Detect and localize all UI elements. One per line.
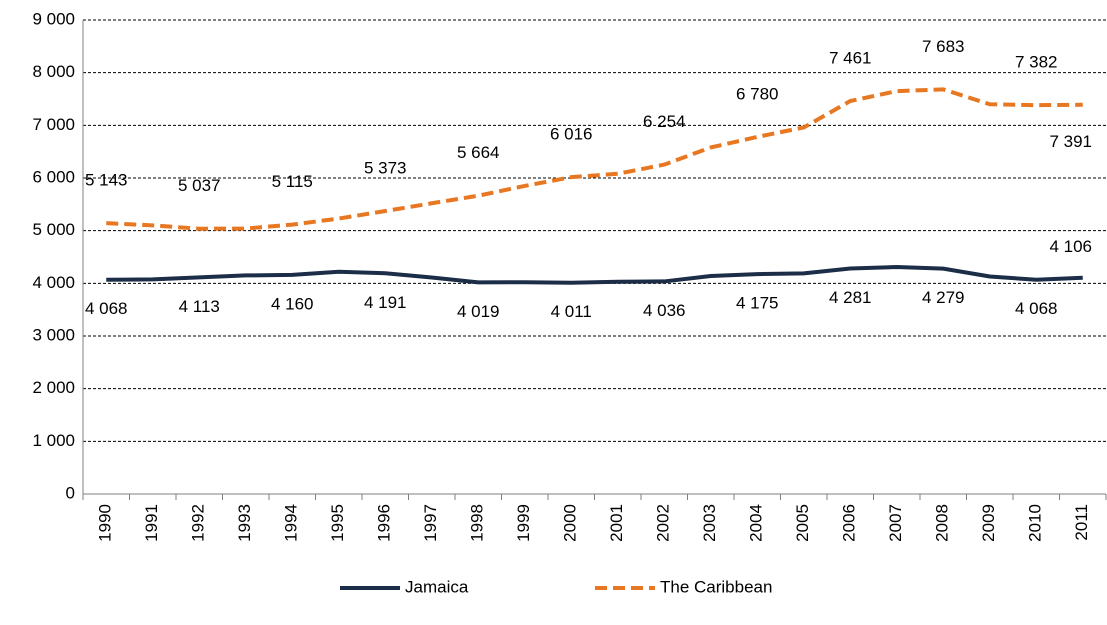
data-label: 6 016 [550, 125, 593, 144]
data-label: 5 664 [457, 143, 500, 162]
data-label: 5 373 [364, 159, 407, 178]
x-tick-label: 2009 [979, 504, 998, 542]
line-series [106, 87, 1083, 231]
x-tick-label: 1991 [142, 504, 161, 542]
data-label: 5 037 [178, 176, 221, 195]
x-tick-label: 1994 [282, 504, 301, 542]
data-label: 4 068 [1015, 299, 1058, 318]
legend-label: Jamaica [405, 577, 469, 596]
data-label: 4 068 [85, 299, 128, 318]
data-label: 5 115 [272, 172, 313, 191]
data-label: 4 175 [736, 294, 779, 313]
x-tick-label: 1998 [468, 504, 487, 542]
data-label: 7 683 [922, 37, 965, 56]
y-tick-label: 1 000 [32, 431, 75, 450]
y-tick-label: 6 000 [32, 167, 75, 186]
data-label: 4 011 [551, 302, 592, 321]
data-label: 5 143 [85, 171, 128, 190]
data-label: 4 106 [1049, 237, 1092, 256]
y-tick-label: 8 000 [32, 62, 75, 81]
y-tick-label: 4 000 [32, 273, 75, 292]
x-tick-label: 2000 [561, 504, 580, 542]
x-tick-label: 1990 [96, 504, 115, 542]
data-label: 7 382 [1015, 53, 1058, 72]
y-tick-label: 9 000 [32, 9, 75, 28]
x-tick-label: 2010 [1026, 504, 1045, 542]
x-tick-label: 2008 [933, 504, 952, 542]
y-tick-label: 3 000 [32, 325, 75, 344]
x-tick-label: 1997 [421, 504, 440, 542]
x-tick-label: 1992 [189, 504, 208, 542]
x-tick-label: 2005 [793, 504, 812, 542]
x-tick-label: 2003 [700, 504, 719, 542]
y-tick-label: 2 000 [32, 378, 75, 397]
data-label: 4 281 [829, 288, 872, 307]
x-tick-label: 2004 [747, 504, 766, 542]
legend-label: The Caribbean [660, 577, 772, 596]
data-label: 6 254 [643, 112, 686, 131]
data-label: 4 191 [364, 293, 407, 312]
y-tick-label: 5 000 [32, 220, 75, 239]
y-tick-label: 0 [66, 483, 75, 502]
y-tick-label: 7 000 [32, 115, 75, 134]
x-tick-label: 2002 [654, 504, 673, 542]
x-tick-label: 2011 [1072, 504, 1091, 541]
data-label: 7 461 [829, 49, 872, 68]
x-tick-label: 1993 [235, 504, 254, 542]
data-label: 4 160 [271, 294, 314, 313]
data-label: 4 113 [179, 297, 220, 316]
x-tick-label: 1999 [514, 504, 533, 542]
x-tick-label: 2001 [607, 504, 626, 542]
data-label: 4 019 [457, 302, 500, 321]
data-label: 6 780 [736, 84, 779, 103]
line-series [106, 265, 1083, 285]
data-label: 4 036 [643, 301, 686, 320]
x-tick-label: 2006 [840, 504, 859, 542]
data-label: 4 279 [922, 288, 965, 307]
x-tick-label: 1995 [328, 504, 347, 542]
x-tick-label: 1996 [375, 504, 394, 542]
data-label: 7 391 [1049, 132, 1092, 151]
x-tick-label: 2007 [886, 504, 905, 542]
